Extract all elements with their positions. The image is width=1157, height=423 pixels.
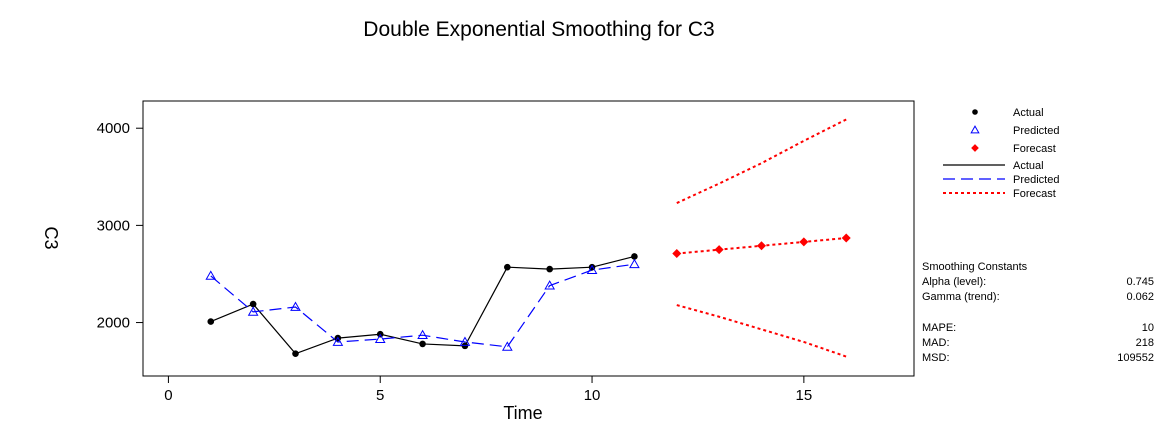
legend-marker-forecast [971,144,979,152]
y-tick-label: 3000 [97,217,130,234]
point-forecast [756,241,766,251]
stats-label: Gamma (trend): [922,291,1000,303]
stats-value: 109552 [1117,352,1154,364]
point-actual [249,300,257,308]
point-predicted [459,336,471,346]
forecast-lower-limit-line [676,304,847,358]
x-tick-label: 15 [796,387,813,404]
point-predicted [629,258,640,269]
point-actual [419,340,426,348]
stats-value: 0.062 [1126,291,1154,303]
stats-value: 10 [1142,322,1154,334]
point-predicted [417,329,428,340]
stats-value: 0.745 [1126,276,1154,288]
legend-label: Actual [1013,160,1044,172]
point-actual [504,263,511,271]
stats-heading: Smoothing Constants [922,261,1028,273]
stats-label: MAD: [922,337,950,349]
legend-marker-predicted [970,125,980,134]
series-line-predicted [210,263,635,348]
point-predicted [290,301,301,311]
stats-value: 218 [1136,337,1154,349]
legend-label: Actual [1013,107,1044,119]
stats-label: MAPE: [922,322,956,334]
plot-area [142,100,915,377]
legend: Actual Predicted Forecast Actual Predicted Fo… [943,107,1059,200]
point-actual [631,253,638,260]
y-tick-label: 4000 [97,120,130,137]
x-axis: 0 5 10 15 [164,376,812,404]
point-actual [207,318,215,325]
point-predicted [247,306,259,316]
point-forecast [672,249,682,259]
x-axis-label: Time [503,403,542,423]
stats-panel: Smoothing Constants Alpha (level): 0.745 Ga… [922,261,1154,364]
point-predicted [586,264,598,274]
point-forecast [799,237,809,247]
x-tick-label: 10 [584,387,601,404]
series-lines [210,237,847,355]
y-axis: 2000 3000 4000 [97,120,143,332]
point-predicted [374,333,386,343]
legend-label: Forecast [1013,143,1056,155]
point-predicted [332,336,344,346]
point-predicted [205,270,217,280]
forecast-limits [676,118,847,358]
forecast-upper-limit-line [676,118,847,204]
legend-label: Predicted [1013,174,1059,186]
point-predicted [544,280,556,290]
y-tick-label: 2000 [97,315,130,332]
point-actual [461,342,469,350]
series-line-actual [210,255,635,355]
legend-label: Forecast [1013,188,1056,200]
point-predicted [501,341,513,351]
legend-label: Predicted [1013,125,1059,137]
stats-label: MSD: [922,352,950,364]
series-markers [205,233,851,357]
y-axis-label: C3 [41,226,61,249]
x-tick-label: 0 [164,387,172,404]
point-actual [292,350,299,357]
chart-title: Double Exponential Smoothing for C3 [363,18,714,41]
point-forecast [714,245,724,255]
point-forecast [841,233,851,243]
legend-marker-actual [972,109,978,115]
stats-label: Alpha (level): [922,276,986,288]
x-tick-label: 5 [376,387,384,404]
point-actual [546,265,553,273]
